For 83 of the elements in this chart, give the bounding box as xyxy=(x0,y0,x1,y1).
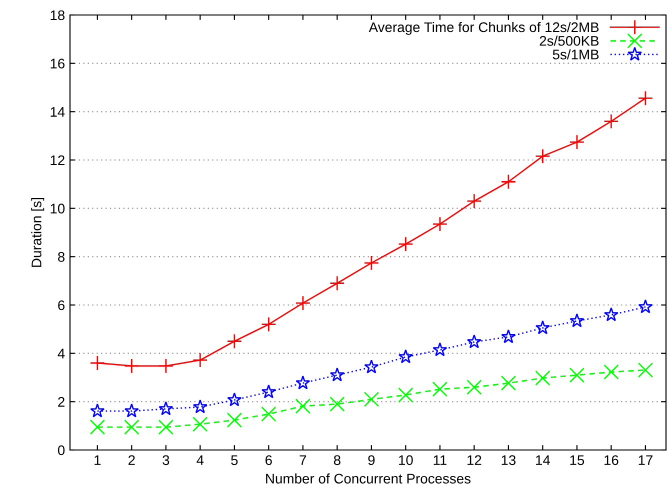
point xyxy=(501,329,516,344)
x-tick-label: 1 xyxy=(94,455,101,465)
y-tick-label: 4 xyxy=(58,348,65,358)
point xyxy=(398,236,414,252)
point xyxy=(124,419,140,435)
x-tick-label: 16 xyxy=(604,455,618,466)
x-tick-label: 15 xyxy=(570,455,584,466)
point xyxy=(535,370,550,386)
x-tick-label: 5 xyxy=(231,455,238,466)
point xyxy=(226,334,242,349)
point xyxy=(569,367,585,383)
point xyxy=(432,216,448,232)
point xyxy=(604,307,618,322)
point xyxy=(192,399,208,414)
point xyxy=(296,375,310,390)
point xyxy=(124,358,140,374)
y-tick-label: 18 xyxy=(50,10,65,20)
x-tick-label: 7 xyxy=(300,455,306,465)
point xyxy=(295,295,311,311)
point xyxy=(364,255,380,271)
point xyxy=(227,392,242,406)
point xyxy=(432,381,448,397)
point xyxy=(604,114,619,129)
point xyxy=(398,349,413,364)
legend-label: 5s/1MB xyxy=(552,49,599,60)
legend-label: Average Time for Chunks of 12s/2MB xyxy=(368,22,599,35)
point xyxy=(124,403,139,418)
point xyxy=(432,342,448,356)
point xyxy=(364,359,379,374)
point xyxy=(569,134,585,150)
point xyxy=(192,352,208,368)
point xyxy=(398,387,414,403)
point xyxy=(330,367,344,382)
point xyxy=(638,90,654,106)
y-tick-label: 2 xyxy=(58,397,64,407)
point xyxy=(466,193,482,209)
point xyxy=(226,412,242,428)
x-axis-title: Number of Concurrent Processes xyxy=(266,473,471,484)
x-tick-label: 8 xyxy=(334,455,340,466)
point xyxy=(90,419,106,435)
point xyxy=(500,174,516,190)
x-tick-label: 10 xyxy=(399,455,413,466)
point xyxy=(500,375,516,391)
point xyxy=(638,362,654,378)
point xyxy=(90,355,106,371)
point xyxy=(158,419,174,435)
point xyxy=(192,416,208,432)
y-axis-title: Duration [s] xyxy=(31,198,44,267)
point xyxy=(261,384,276,398)
point xyxy=(535,148,550,164)
x-tick-label: 12 xyxy=(468,455,482,465)
y-tick-label: 12 xyxy=(50,155,64,166)
x-tick-label: 11 xyxy=(434,455,446,465)
y-tick-label: 10 xyxy=(50,204,65,214)
point xyxy=(466,334,482,348)
y-tick-label: 0 xyxy=(58,445,65,456)
y-tick-label: 14 xyxy=(50,107,65,117)
point xyxy=(638,299,653,314)
point xyxy=(295,398,311,414)
point xyxy=(158,358,174,374)
x-tick-label: 17 xyxy=(638,455,652,465)
x-tick-label: 9 xyxy=(368,455,375,466)
y-tick-label: 6 xyxy=(58,300,65,310)
point xyxy=(604,364,619,380)
point xyxy=(535,320,550,334)
point xyxy=(261,406,276,422)
x-tick-label: 4 xyxy=(196,455,204,465)
point xyxy=(261,316,276,332)
legend-label: 2s/500KB xyxy=(540,36,599,46)
point xyxy=(330,396,345,412)
point xyxy=(466,380,482,395)
x-tick-label: 2 xyxy=(128,455,135,465)
point xyxy=(158,401,174,416)
point xyxy=(90,403,105,418)
point xyxy=(364,392,380,407)
x-tick-label: 6 xyxy=(266,455,272,466)
x-tick-label: 13 xyxy=(502,455,516,466)
y-tick-label: 16 xyxy=(50,58,65,69)
x-tick-label: 14 xyxy=(536,455,550,465)
point xyxy=(330,276,345,291)
y-tick-label: 8 xyxy=(58,252,65,262)
point xyxy=(570,313,584,328)
x-tick-label: 3 xyxy=(162,455,170,466)
